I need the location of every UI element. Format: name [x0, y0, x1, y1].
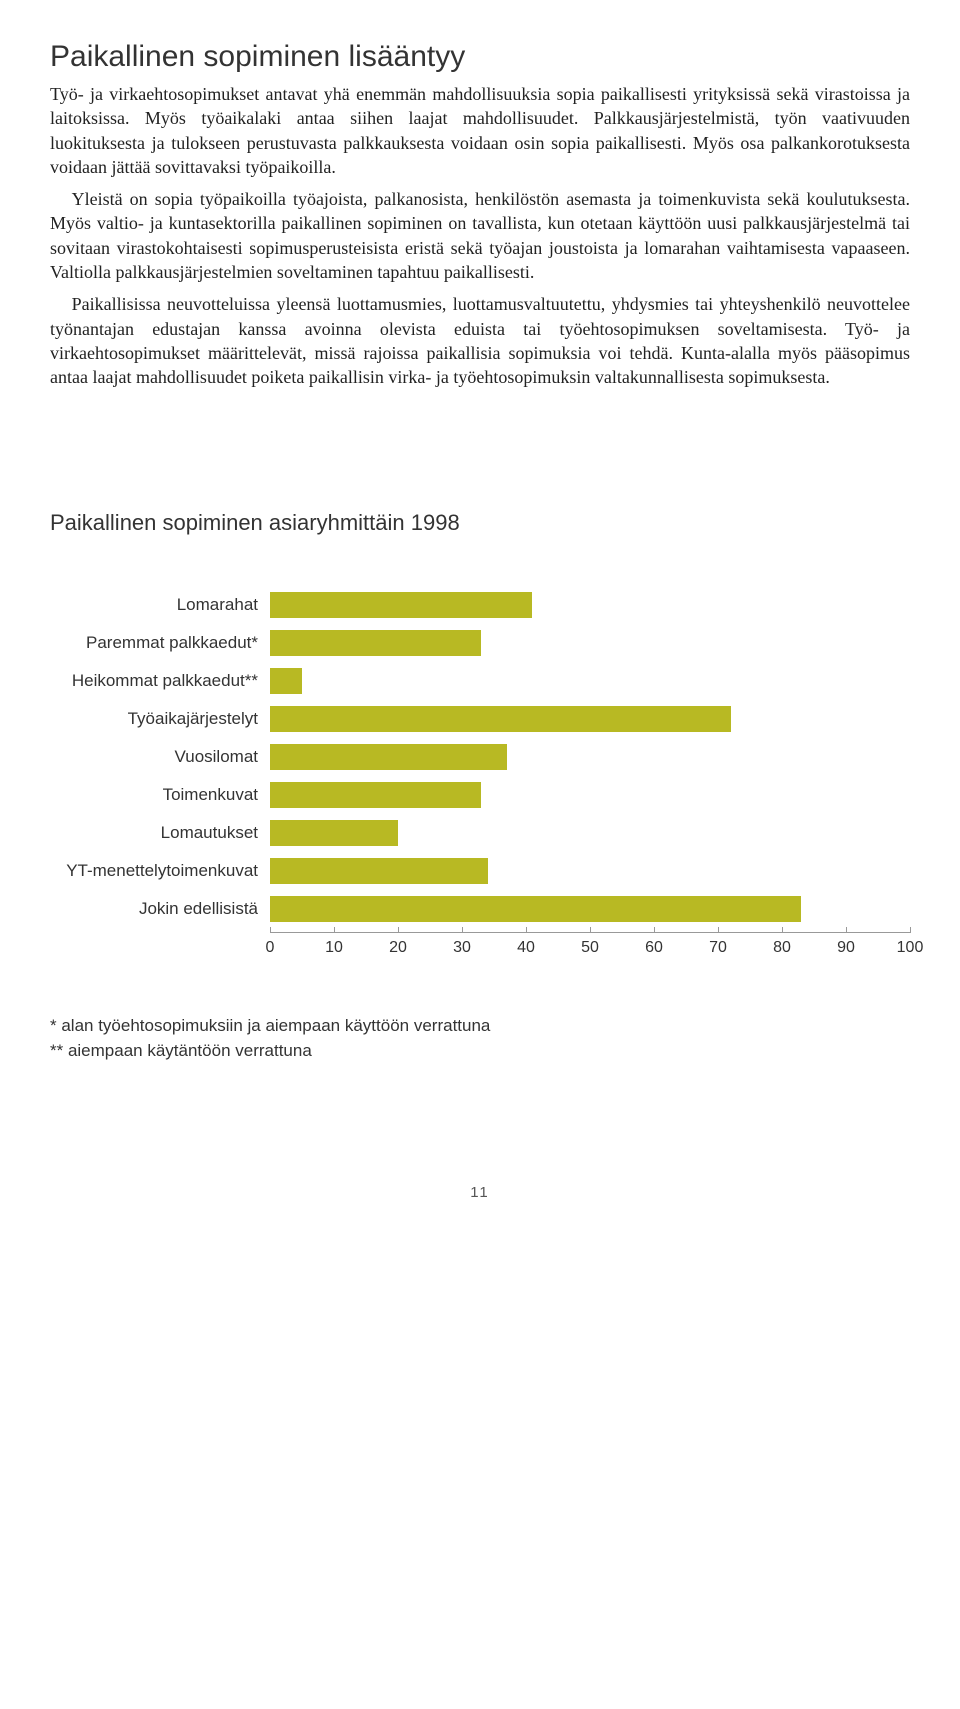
bar-chart: Lomarahat Paremmat palkkaedut* Heikommat p… [50, 576, 910, 963]
chart-bar [270, 896, 801, 922]
axis-tick-label: 70 [709, 939, 727, 957]
axis-tick [782, 927, 783, 933]
chart-row: Lomautukset [50, 814, 910, 852]
chart-title: Paikallinen sopiminen asiaryhmittäin 199… [50, 510, 910, 536]
chart-category-label: Työaikajärjestelyt [50, 709, 270, 729]
chart-bar [270, 668, 302, 694]
axis-tick [526, 927, 527, 933]
chart-row: Heikommat palkkaedut** [50, 662, 910, 700]
chart-plot-area [270, 738, 910, 776]
chart-plot-area [270, 700, 910, 738]
paragraph-3: Paikallisissa neuvotteluissa yleensä luo… [50, 292, 910, 389]
chart-plot-area [270, 890, 910, 928]
chart-axis-row: 0102030405060708090100 [50, 932, 910, 963]
axis-tick-label: 20 [389, 939, 407, 957]
chart-bar [270, 744, 507, 770]
chart-category-label: Toimenkuvat [50, 785, 270, 805]
chart-plot-area [270, 586, 910, 624]
chart-bar [270, 782, 481, 808]
chart-plot-area [270, 624, 910, 662]
chart-bar [270, 858, 488, 884]
chart-bar [270, 630, 481, 656]
axis-tick-label: 40 [517, 939, 535, 957]
chart-row: Jokin edellisistä [50, 890, 910, 928]
footnote-1: * alan työehtosopimuksiin ja aiempaan kä… [50, 1013, 910, 1039]
chart-plot-area [270, 662, 910, 700]
chart-category-label: Paremmat palkkaedut* [50, 633, 270, 653]
chart-row: Toimenkuvat [50, 776, 910, 814]
chart-plot-area [270, 852, 910, 890]
footnotes: * alan työehtosopimuksiin ja aiempaan kä… [50, 1013, 910, 1064]
axis-tick-label: 10 [325, 939, 343, 957]
chart-bar [270, 706, 731, 732]
chart-row: YT-menettelytoimenkuvat [50, 852, 910, 890]
axis-tick-label: 100 [897, 939, 924, 957]
axis-tick-label: 90 [837, 939, 855, 957]
axis-tick [398, 927, 399, 933]
axis-tick [334, 927, 335, 933]
chart-row: Työaikajärjestelyt [50, 700, 910, 738]
axis-tick [654, 927, 655, 933]
page-number: 11 [50, 1184, 910, 1201]
axis-tick-label: 30 [453, 939, 471, 957]
chart-plot-area [270, 776, 910, 814]
axis-tick-label: 0 [266, 939, 275, 957]
axis-tick-label: 50 [581, 939, 599, 957]
axis-tick-label: 60 [645, 939, 663, 957]
chart-category-label: Vuosilomat [50, 747, 270, 767]
chart-plot-area [270, 814, 910, 852]
axis-tick-label: 80 [773, 939, 791, 957]
chart-category-label: Jokin edellisistä [50, 899, 270, 919]
chart-bar [270, 820, 398, 846]
axis-tick [910, 927, 911, 933]
axis-tick [846, 927, 847, 933]
chart-x-axis: 0102030405060708090100 [270, 932, 910, 963]
chart-row: Vuosilomat [50, 738, 910, 776]
chart-row: Lomarahat [50, 586, 910, 624]
chart-category-label: YT-menettelytoimenkuvat [50, 861, 270, 881]
chart-category-label: Lomautukset [50, 823, 270, 843]
chart-category-label: Lomarahat [50, 595, 270, 615]
chart-bar [270, 592, 532, 618]
paragraph-2: Yleistä on sopia työpaikoilla työajoista… [50, 187, 910, 284]
axis-tick [718, 927, 719, 933]
axis-tick [590, 927, 591, 933]
axis-tick [270, 927, 271, 933]
axis-tick [462, 927, 463, 933]
chart-row: Paremmat palkkaedut* [50, 624, 910, 662]
paragraph-1: Työ- ja virkaehtosopimukset antavat yhä … [50, 82, 910, 179]
page-title: Paikallinen sopiminen lisääntyy [50, 40, 910, 74]
footnote-2: ** aiempaan käytäntöön verrattuna [50, 1038, 910, 1064]
chart-category-label: Heikommat palkkaedut** [50, 671, 270, 691]
